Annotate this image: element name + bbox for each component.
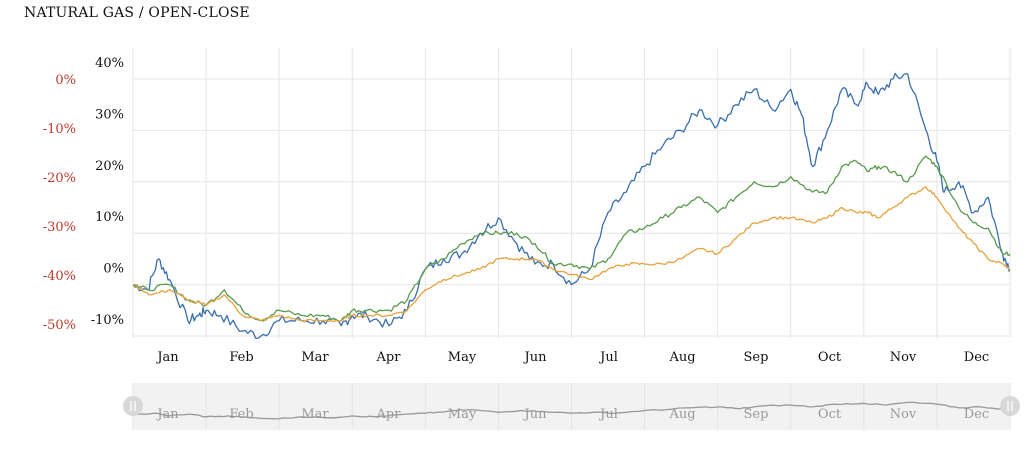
series-line-1	[132, 155, 1011, 322]
navigator-left-handle[interactable]	[123, 396, 143, 416]
right-tick-label: 40%	[95, 56, 124, 71]
right-tick-label: 30%	[95, 107, 124, 122]
left-tick-label: 0%	[55, 73, 76, 88]
right-tick-label: -10%	[91, 313, 124, 328]
x-axis: Jan Feb Mar Apr May Jun Jul Aug Sep Oct Nov Dec	[155, 350, 989, 365]
left-tick-label: -40%	[43, 269, 76, 284]
navigator-month-label: Sep	[744, 407, 769, 422]
navigator[interactable]: Jan Feb Mar Apr May Jun Jul Aug Sep Oct Nov Dec	[123, 383, 1020, 430]
navigator-right-handle[interactable]	[1000, 396, 1020, 416]
month-label: Mar	[301, 350, 329, 365]
month-label: Jun	[523, 350, 548, 365]
left-tick-label: -30%	[43, 220, 76, 235]
navigator-series-line	[132, 401, 1011, 420]
navigator-month-label: Dec	[964, 407, 989, 422]
chart-title: NATURAL GAS / OPEN-CLOSE	[24, 5, 250, 21]
right-axis: 40% 30% 20% 10% 0% -10%	[91, 56, 124, 328]
grid	[132, 48, 1011, 338]
month-label: Nov	[890, 350, 917, 365]
left-axis: 0% -10% -20% -30% -40% -50%	[43, 73, 76, 333]
navigator-month-label: Nov	[890, 407, 917, 422]
right-tick-label: 0%	[103, 262, 124, 277]
navigator-month-label: Jul	[598, 407, 618, 422]
navigator-month-label: Jan	[155, 407, 179, 422]
month-label: Feb	[229, 350, 253, 365]
month-label: Apr	[376, 350, 402, 365]
right-tick-label: 20%	[95, 159, 124, 174]
left-tick-label: -50%	[43, 318, 76, 333]
navigator-month-label: Apr	[376, 407, 402, 422]
left-tick-label: -10%	[43, 122, 76, 137]
month-label: Aug	[668, 350, 695, 365]
month-label: May	[448, 350, 477, 365]
navigator-month-label: Feb	[229, 407, 253, 422]
month-label: Jan	[155, 350, 179, 365]
month-label: Dec	[964, 350, 989, 365]
right-tick-label: 10%	[95, 210, 124, 225]
navigator-month-label: Aug	[668, 407, 695, 422]
series-line-2	[133, 186, 1011, 323]
navigator-month-label: Oct	[818, 407, 842, 422]
month-label: Jul	[598, 350, 618, 365]
month-label: Oct	[818, 350, 842, 365]
navigator-month-label: Jun	[523, 407, 548, 422]
navigator-month-label: Mar	[301, 407, 329, 422]
month-label: Sep	[744, 350, 769, 365]
series-line-0	[132, 72, 1011, 339]
left-tick-label: -20%	[43, 171, 76, 186]
series-group	[132, 72, 1011, 339]
